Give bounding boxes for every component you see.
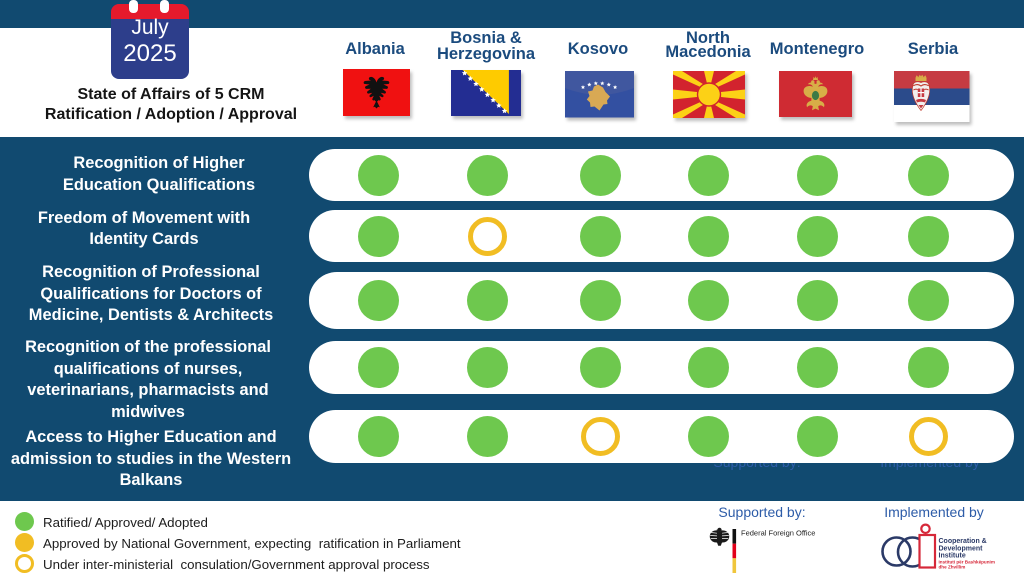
svg-text:Institute: Institute xyxy=(939,553,966,560)
svg-text:Instituti për Bashkëpunim: Instituti për Bashkëpunim xyxy=(939,560,995,565)
svg-text:Development: Development xyxy=(939,546,984,553)
svg-text:dhe Zhvillim: dhe Zhvillim xyxy=(939,565,966,570)
svg-text:Federal Foreign Office: Federal Foreign Office xyxy=(741,529,815,538)
svg-text:Cooperation &: Cooperation & xyxy=(939,538,987,545)
